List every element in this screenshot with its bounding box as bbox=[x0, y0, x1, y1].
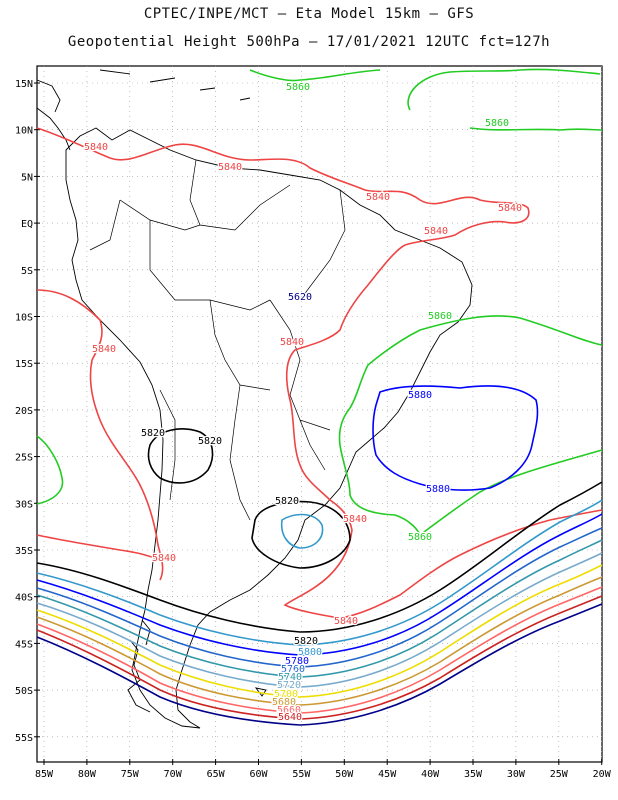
contour-label-5840: 5840 bbox=[280, 337, 304, 348]
contour-5840-north bbox=[36, 127, 530, 246]
lat-label: 5N bbox=[21, 172, 33, 183]
central-america-coastline bbox=[36, 107, 71, 151]
contour-label-5840: 5840 bbox=[366, 192, 390, 203]
lat-label: 55S bbox=[15, 733, 33, 744]
contour-5840-west-sw bbox=[36, 534, 161, 561]
coastlines bbox=[36, 69, 473, 729]
lon-label: 20W bbox=[593, 769, 612, 780]
contour-5880-high bbox=[372, 385, 539, 491]
lon-label: 30W bbox=[507, 769, 526, 780]
contour-5860-east bbox=[338, 315, 603, 536]
contour-label-5620: 5620 bbox=[288, 292, 312, 303]
lat-label: EQ bbox=[21, 219, 33, 230]
contour-label-5880: 5880 bbox=[408, 390, 432, 401]
south-america-coastline bbox=[65, 127, 473, 729]
contour-label-5800: 5800 bbox=[298, 647, 322, 658]
contour-label-5760: 5760 bbox=[281, 664, 305, 675]
contour-5740 bbox=[36, 539, 603, 678]
contour-label-5780: 5780 bbox=[285, 656, 309, 667]
contour-label-5680: 5680 bbox=[272, 697, 296, 708]
contour-label-5820: 5820 bbox=[294, 636, 318, 647]
contour-5860-se bbox=[419, 449, 603, 536]
lon-label: 60W bbox=[249, 769, 268, 780]
lat-label: 20S bbox=[15, 406, 33, 417]
contour-label-5840: 5840 bbox=[498, 203, 522, 214]
lat-label: 50S bbox=[15, 686, 33, 697]
lon-label: 45W bbox=[378, 769, 397, 780]
contour-5620 bbox=[36, 603, 603, 726]
lon-label: 85W bbox=[35, 769, 54, 780]
contour-5860-ne bbox=[407, 68, 601, 111]
contour-5860-ne2 bbox=[469, 127, 603, 131]
lon-label: 80W bbox=[78, 769, 97, 780]
lat-label: 10N bbox=[15, 126, 33, 137]
lon-label: 65W bbox=[207, 769, 226, 780]
lat-label: 30S bbox=[15, 499, 33, 510]
lat-label: 15N bbox=[15, 79, 33, 90]
lat-label: 35S bbox=[15, 546, 33, 557]
contour-label-5840: 5840 bbox=[218, 162, 242, 173]
map-title-line1: CPTEC/INPE/MCT – Eta Model 15km – GFS bbox=[143, 6, 475, 22]
contour-5660 bbox=[36, 586, 603, 714]
lat-label: 10S bbox=[15, 313, 33, 324]
contour-5820-low-a bbox=[147, 428, 214, 484]
contour-label-5700: 5700 bbox=[274, 689, 298, 700]
lat-label: 45S bbox=[15, 639, 33, 650]
contour-label-5860: 5860 bbox=[408, 532, 432, 543]
contour-5800-low-b bbox=[280, 513, 324, 549]
contour-label-5840: 5840 bbox=[152, 553, 176, 564]
contour-5820-low-b bbox=[251, 500, 351, 569]
contour-5720 bbox=[36, 552, 603, 688]
contour-label-5820: 5820 bbox=[141, 428, 165, 439]
contour-label-5660: 5660 bbox=[277, 705, 301, 716]
contour-label-5840: 5840 bbox=[92, 344, 116, 355]
contour-5800 bbox=[36, 499, 603, 646]
contour-label-5640: 5640 bbox=[278, 712, 302, 723]
contour-5760 bbox=[36, 527, 603, 668]
yucatan-coast bbox=[36, 79, 61, 113]
contour-5700 bbox=[36, 564, 603, 698]
contour-label-5720: 5720 bbox=[277, 680, 301, 691]
lon-label: 35W bbox=[464, 769, 483, 780]
contour-5840-mid bbox=[283, 244, 603, 619]
lon-label: 50W bbox=[335, 769, 354, 780]
contour-labels: 5860 5860 5860 5860 5840 5840 5840 5840 5840 5840… bbox=[83, 81, 524, 725]
lat-label: 25S bbox=[15, 453, 33, 464]
caribbean-islands bbox=[99, 69, 251, 101]
country-borders bbox=[89, 159, 346, 521]
map-title-line2: Geopotential Height 500hPa – 17/01/2021 … bbox=[67, 34, 551, 50]
lon-label: 55W bbox=[292, 769, 311, 780]
contour-5780 bbox=[36, 513, 603, 656]
lat-label: 5S bbox=[21, 266, 33, 277]
contour-label-5840: 5840 bbox=[424, 226, 448, 237]
axis-ticks bbox=[34, 82, 603, 765]
lon-label: 70W bbox=[164, 769, 183, 780]
contour-5860-north bbox=[249, 69, 381, 82]
contour-label-5860: 5860 bbox=[286, 82, 310, 93]
contour-5840-west bbox=[36, 289, 164, 581]
lat-label: 40S bbox=[15, 593, 33, 604]
contour-5680 bbox=[36, 576, 603, 706]
contour-label-5880: 5880 bbox=[426, 484, 450, 495]
lon-label: 25W bbox=[550, 769, 569, 780]
lon-label: 75W bbox=[121, 769, 140, 780]
height-contours bbox=[36, 68, 603, 726]
contour-label-5860: 5860 bbox=[428, 311, 452, 322]
contour-label-5840: 5840 bbox=[343, 514, 367, 525]
contour-5820-band bbox=[36, 481, 603, 633]
contour-label-5820: 5820 bbox=[275, 496, 299, 507]
map-frame bbox=[36, 65, 603, 763]
contour-label-5840: 5840 bbox=[334, 616, 358, 627]
contour-label-5820: 5820 bbox=[198, 436, 222, 447]
axis-labels: 15N 10N 5N EQ 5S 10S 15S 20S 25S 30S 35S 40S 45S 50S 5… bbox=[15, 79, 612, 780]
lat-label: 15S bbox=[15, 359, 33, 370]
contour-label-5740: 5740 bbox=[278, 672, 302, 683]
contour-label-5860: 5860 bbox=[485, 118, 509, 129]
contour-label-5840: 5840 bbox=[84, 142, 108, 153]
contour-5860-west bbox=[36, 435, 64, 505]
contour-5640 bbox=[36, 595, 603, 720]
lon-label: 40W bbox=[421, 769, 440, 780]
